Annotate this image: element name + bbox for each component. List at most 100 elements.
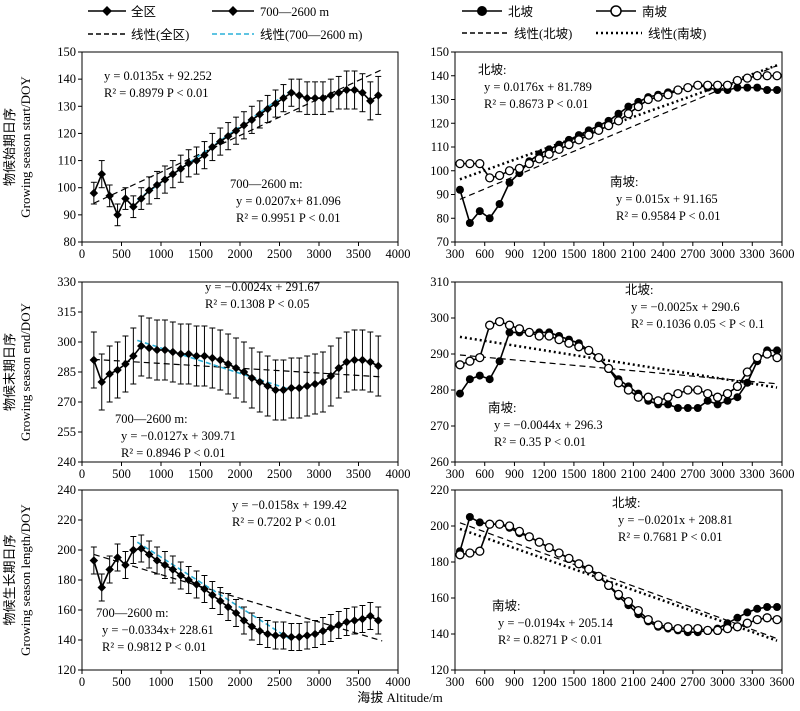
equation-text: 北坡: [625, 283, 653, 297]
data-point [465, 219, 474, 227]
y-tick-label: 80 [64, 235, 77, 249]
x-tick-label: 2100 [621, 247, 646, 261]
panel-frame [454, 489, 783, 671]
data-point [683, 404, 692, 412]
x-tick-label: 1000 [149, 247, 174, 261]
data-point [703, 388, 713, 399]
data-point [105, 369, 114, 379]
y-tick-label: 110 [431, 140, 449, 154]
x-tick-label: 3500 [346, 675, 371, 689]
data-point [200, 150, 209, 160]
data-point [192, 351, 201, 361]
data-point [603, 120, 614, 131]
data-point [465, 356, 475, 366]
data-point [89, 355, 99, 365]
data-point [475, 352, 485, 363]
x-tick-label: 3600 [770, 467, 795, 481]
data-point [239, 367, 249, 377]
data-point [564, 553, 574, 564]
data-point [160, 175, 170, 184]
data-point [693, 385, 703, 395]
data-point [584, 345, 594, 356]
y-tick-label: 120 [57, 663, 76, 677]
x-tick-label: 900 [505, 247, 524, 261]
x-tick-label: 3500 [346, 467, 371, 481]
x-tick-label: 3600 [770, 675, 795, 689]
equation-text: y = −0.0024x + 291.67 [205, 280, 320, 294]
fit-line [136, 541, 292, 641]
y-tick-label: 100 [430, 164, 449, 178]
data-point [144, 343, 154, 353]
data-point [113, 210, 122, 220]
data-point [603, 580, 614, 591]
fit-line [459, 522, 778, 640]
data-point [105, 191, 114, 201]
legend-right: 北坡 南坡 线性(北坡) 线性(南坡) [462, 4, 706, 41]
data-point [673, 623, 683, 634]
data-point [742, 618, 752, 628]
data-point [505, 178, 514, 187]
data-point [554, 548, 564, 558]
x-tick-label: 4000 [386, 247, 411, 261]
equation-text: R² = 0.8271 P < 0.01 [498, 633, 603, 647]
data-point [350, 85, 359, 95]
data-point [358, 355, 367, 365]
data-point [208, 142, 217, 152]
equation-text: 南坡: [492, 598, 520, 613]
data-point [614, 109, 623, 118]
data-point [723, 396, 732, 405]
data-point [494, 316, 505, 327]
panel-start_slope: 300 600 900 1200 1500 1800 2100 2400 2700 3000 330… [430, 45, 794, 261]
data-point [358, 88, 367, 97]
data-point [753, 604, 762, 613]
data-point [514, 163, 525, 174]
data-point [279, 385, 288, 395]
data-point [455, 185, 464, 194]
equation-text: 北坡: [478, 63, 506, 77]
y-tick-label: 240 [57, 455, 76, 469]
x-tick-label: 1200 [532, 675, 557, 689]
y-tick-label: 285 [57, 365, 76, 379]
data-point [495, 357, 504, 366]
data-point [455, 360, 465, 370]
data-point [683, 623, 693, 634]
x-tick-label: 3000 [710, 675, 735, 689]
x-tick-label: 3300 [740, 467, 765, 481]
x-tick-label: 600 [475, 675, 494, 689]
data-point [475, 158, 485, 169]
y-tick-label: 255 [57, 425, 76, 439]
data-point [216, 355, 225, 365]
data-point [176, 349, 185, 359]
data-point [703, 396, 712, 405]
data-point [239, 121, 249, 130]
data-point [97, 583, 106, 592]
x-tick-label: 2500 [267, 247, 292, 261]
data-point [168, 347, 178, 357]
data-point [703, 625, 713, 636]
data-point [722, 623, 733, 634]
data-point [295, 632, 304, 642]
equation-text: y = −0.0194x + 205.14 [498, 616, 614, 630]
data-point [358, 614, 367, 624]
data-point [564, 338, 574, 348]
y-tick-label: 120 [430, 663, 449, 677]
data-point [663, 392, 673, 402]
equation-text: y = −0.0025x + 290.6 [631, 300, 740, 314]
data-point [279, 631, 288, 640]
data-point [763, 86, 772, 94]
data-point [310, 93, 320, 103]
data-point [184, 159, 193, 168]
data-point [594, 352, 604, 363]
data-point [544, 331, 554, 341]
data-point [743, 378, 752, 387]
x-tick-label: 1800 [591, 247, 616, 261]
x-tick-label: 500 [112, 247, 131, 261]
data-point [712, 80, 723, 90]
y-tick-label: 90 [64, 208, 77, 222]
data-point [302, 381, 312, 391]
data-point [374, 91, 383, 100]
y-axis-label-en: Growing season end/DOY [18, 302, 33, 441]
y-tick-label: 140 [430, 69, 449, 83]
y-tick-label: 240 [57, 483, 76, 497]
legend-south: 南坡 [642, 4, 668, 19]
